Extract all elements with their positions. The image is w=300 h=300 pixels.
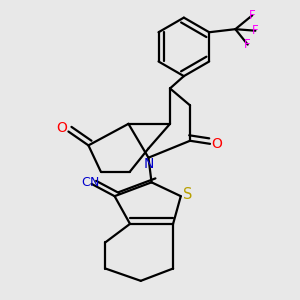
- Text: F: F: [244, 38, 251, 51]
- Text: C: C: [81, 176, 90, 189]
- Text: N: N: [143, 157, 154, 171]
- Text: N: N: [89, 176, 99, 189]
- Text: O: O: [56, 121, 67, 135]
- Text: F: F: [252, 24, 259, 37]
- Text: S: S: [183, 187, 193, 202]
- Text: O: O: [212, 137, 222, 151]
- Text: F: F: [249, 9, 256, 22]
